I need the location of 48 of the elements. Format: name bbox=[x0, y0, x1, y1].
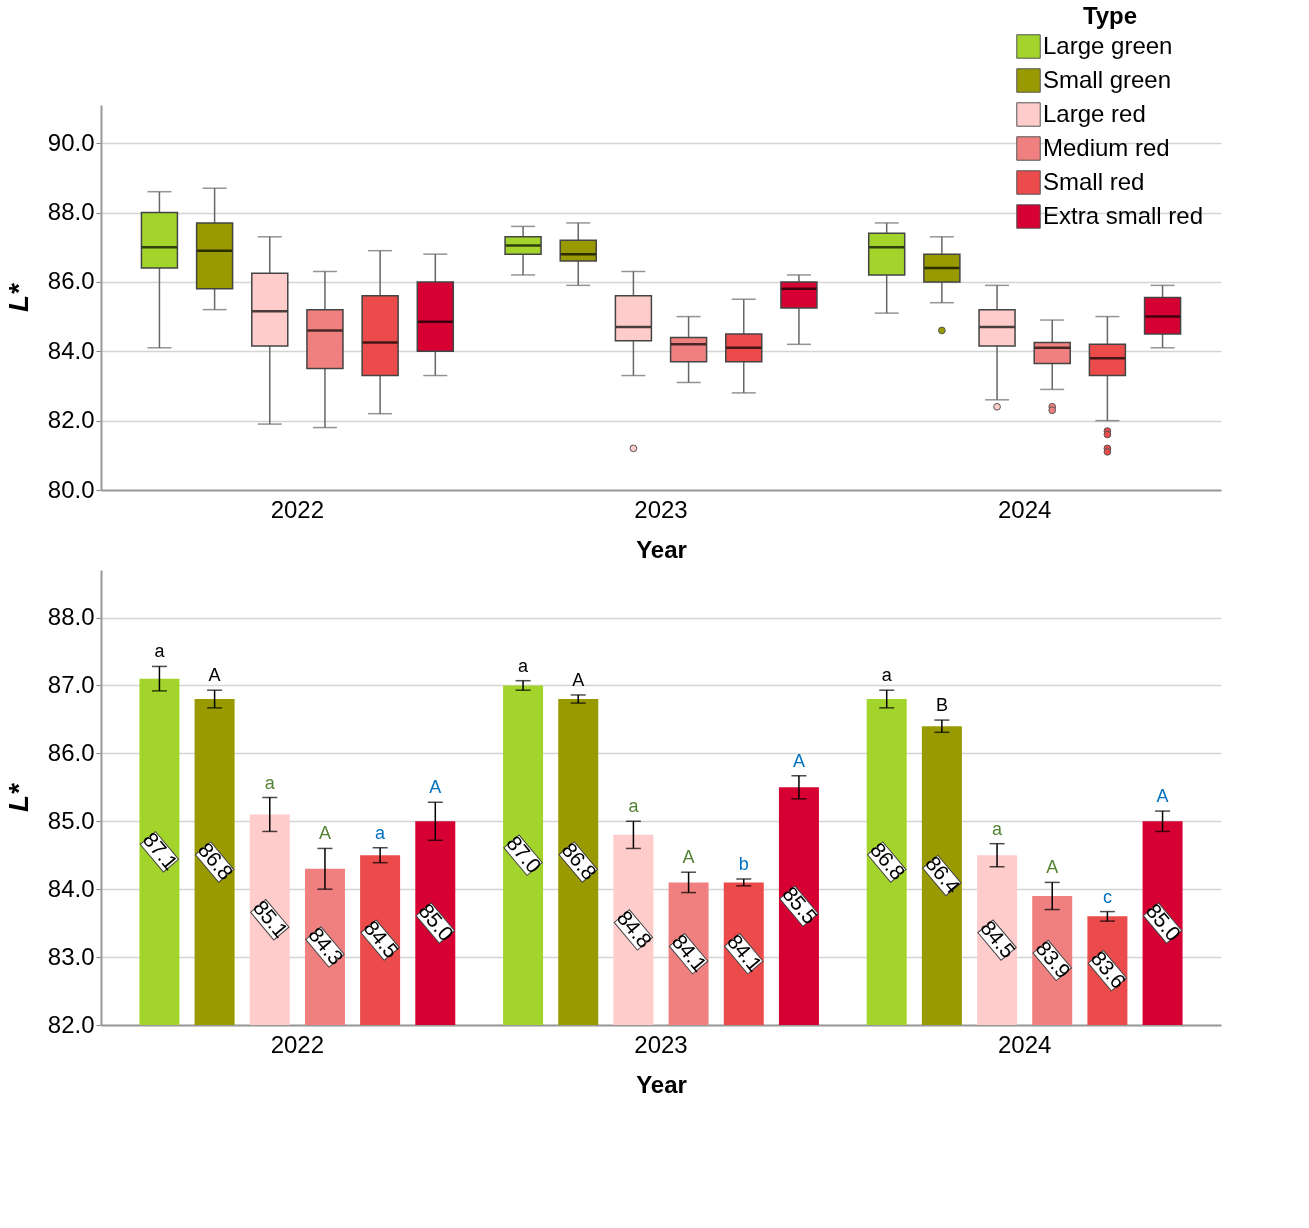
y-tick-label: 88.0 bbox=[47, 603, 95, 631]
y-tick-label: 83.0 bbox=[47, 942, 95, 970]
x-tick-label: 2024 bbox=[997, 1030, 1052, 1058]
y-tick-label: 82.0 bbox=[47, 1010, 95, 1038]
legend-label: Large green bbox=[1043, 31, 1173, 59]
y-tick-label: 85.0 bbox=[47, 806, 95, 834]
annotation: a bbox=[518, 655, 530, 676]
y-axis-title: L* bbox=[2, 782, 34, 812]
x-tick-label: 2022 bbox=[270, 1030, 325, 1058]
legend-label: Large red bbox=[1043, 99, 1146, 127]
x-tick-label: 2022 bbox=[270, 495, 325, 523]
annotation: A bbox=[318, 823, 331, 844]
legend-label: Small green bbox=[1043, 65, 1172, 93]
legend-title: Type bbox=[1082, 2, 1138, 29]
annotation: c bbox=[1102, 886, 1112, 907]
annotation: a bbox=[154, 641, 166, 662]
annotation: A bbox=[208, 665, 221, 686]
annotation: A bbox=[1156, 786, 1169, 807]
annotation: A bbox=[1046, 857, 1059, 878]
annotation: A bbox=[572, 669, 585, 690]
y-tick-label: 82.0 bbox=[47, 406, 95, 434]
y-tick-label: 87.0 bbox=[47, 670, 95, 698]
annotation: a bbox=[264, 772, 276, 793]
annotation: A bbox=[682, 847, 695, 868]
y-tick-label: 84.0 bbox=[47, 336, 95, 364]
x-axis-title: Year bbox=[636, 535, 687, 563]
annotation: a bbox=[375, 822, 387, 843]
y-tick-label: 86.0 bbox=[47, 738, 95, 766]
annotation: A bbox=[429, 777, 442, 798]
annotation: a bbox=[628, 796, 640, 817]
annotation: A bbox=[792, 750, 805, 771]
y-tick-label: 84.0 bbox=[47, 874, 95, 902]
y-tick-label: 86.0 bbox=[47, 267, 95, 295]
x-tick-label: 2023 bbox=[634, 495, 688, 523]
y-axis-title: L* bbox=[2, 282, 34, 312]
annotation: B bbox=[935, 695, 948, 716]
legend-label: Small red bbox=[1043, 167, 1145, 195]
legend-label: Extra small red bbox=[1043, 201, 1204, 229]
y-tick-label: 90.0 bbox=[47, 128, 95, 156]
y-tick-label: 88.0 bbox=[47, 198, 95, 226]
x-tick-label: 2023 bbox=[634, 1030, 688, 1058]
legend-label: Medium red bbox=[1043, 133, 1170, 161]
annotation: a bbox=[992, 818, 1004, 839]
y-tick-label: 80.0 bbox=[47, 475, 95, 503]
x-axis-title: Year bbox=[636, 1070, 687, 1098]
annotation: b bbox=[738, 853, 749, 874]
x-tick-label: 2024 bbox=[997, 495, 1052, 523]
annotation: a bbox=[881, 665, 893, 686]
